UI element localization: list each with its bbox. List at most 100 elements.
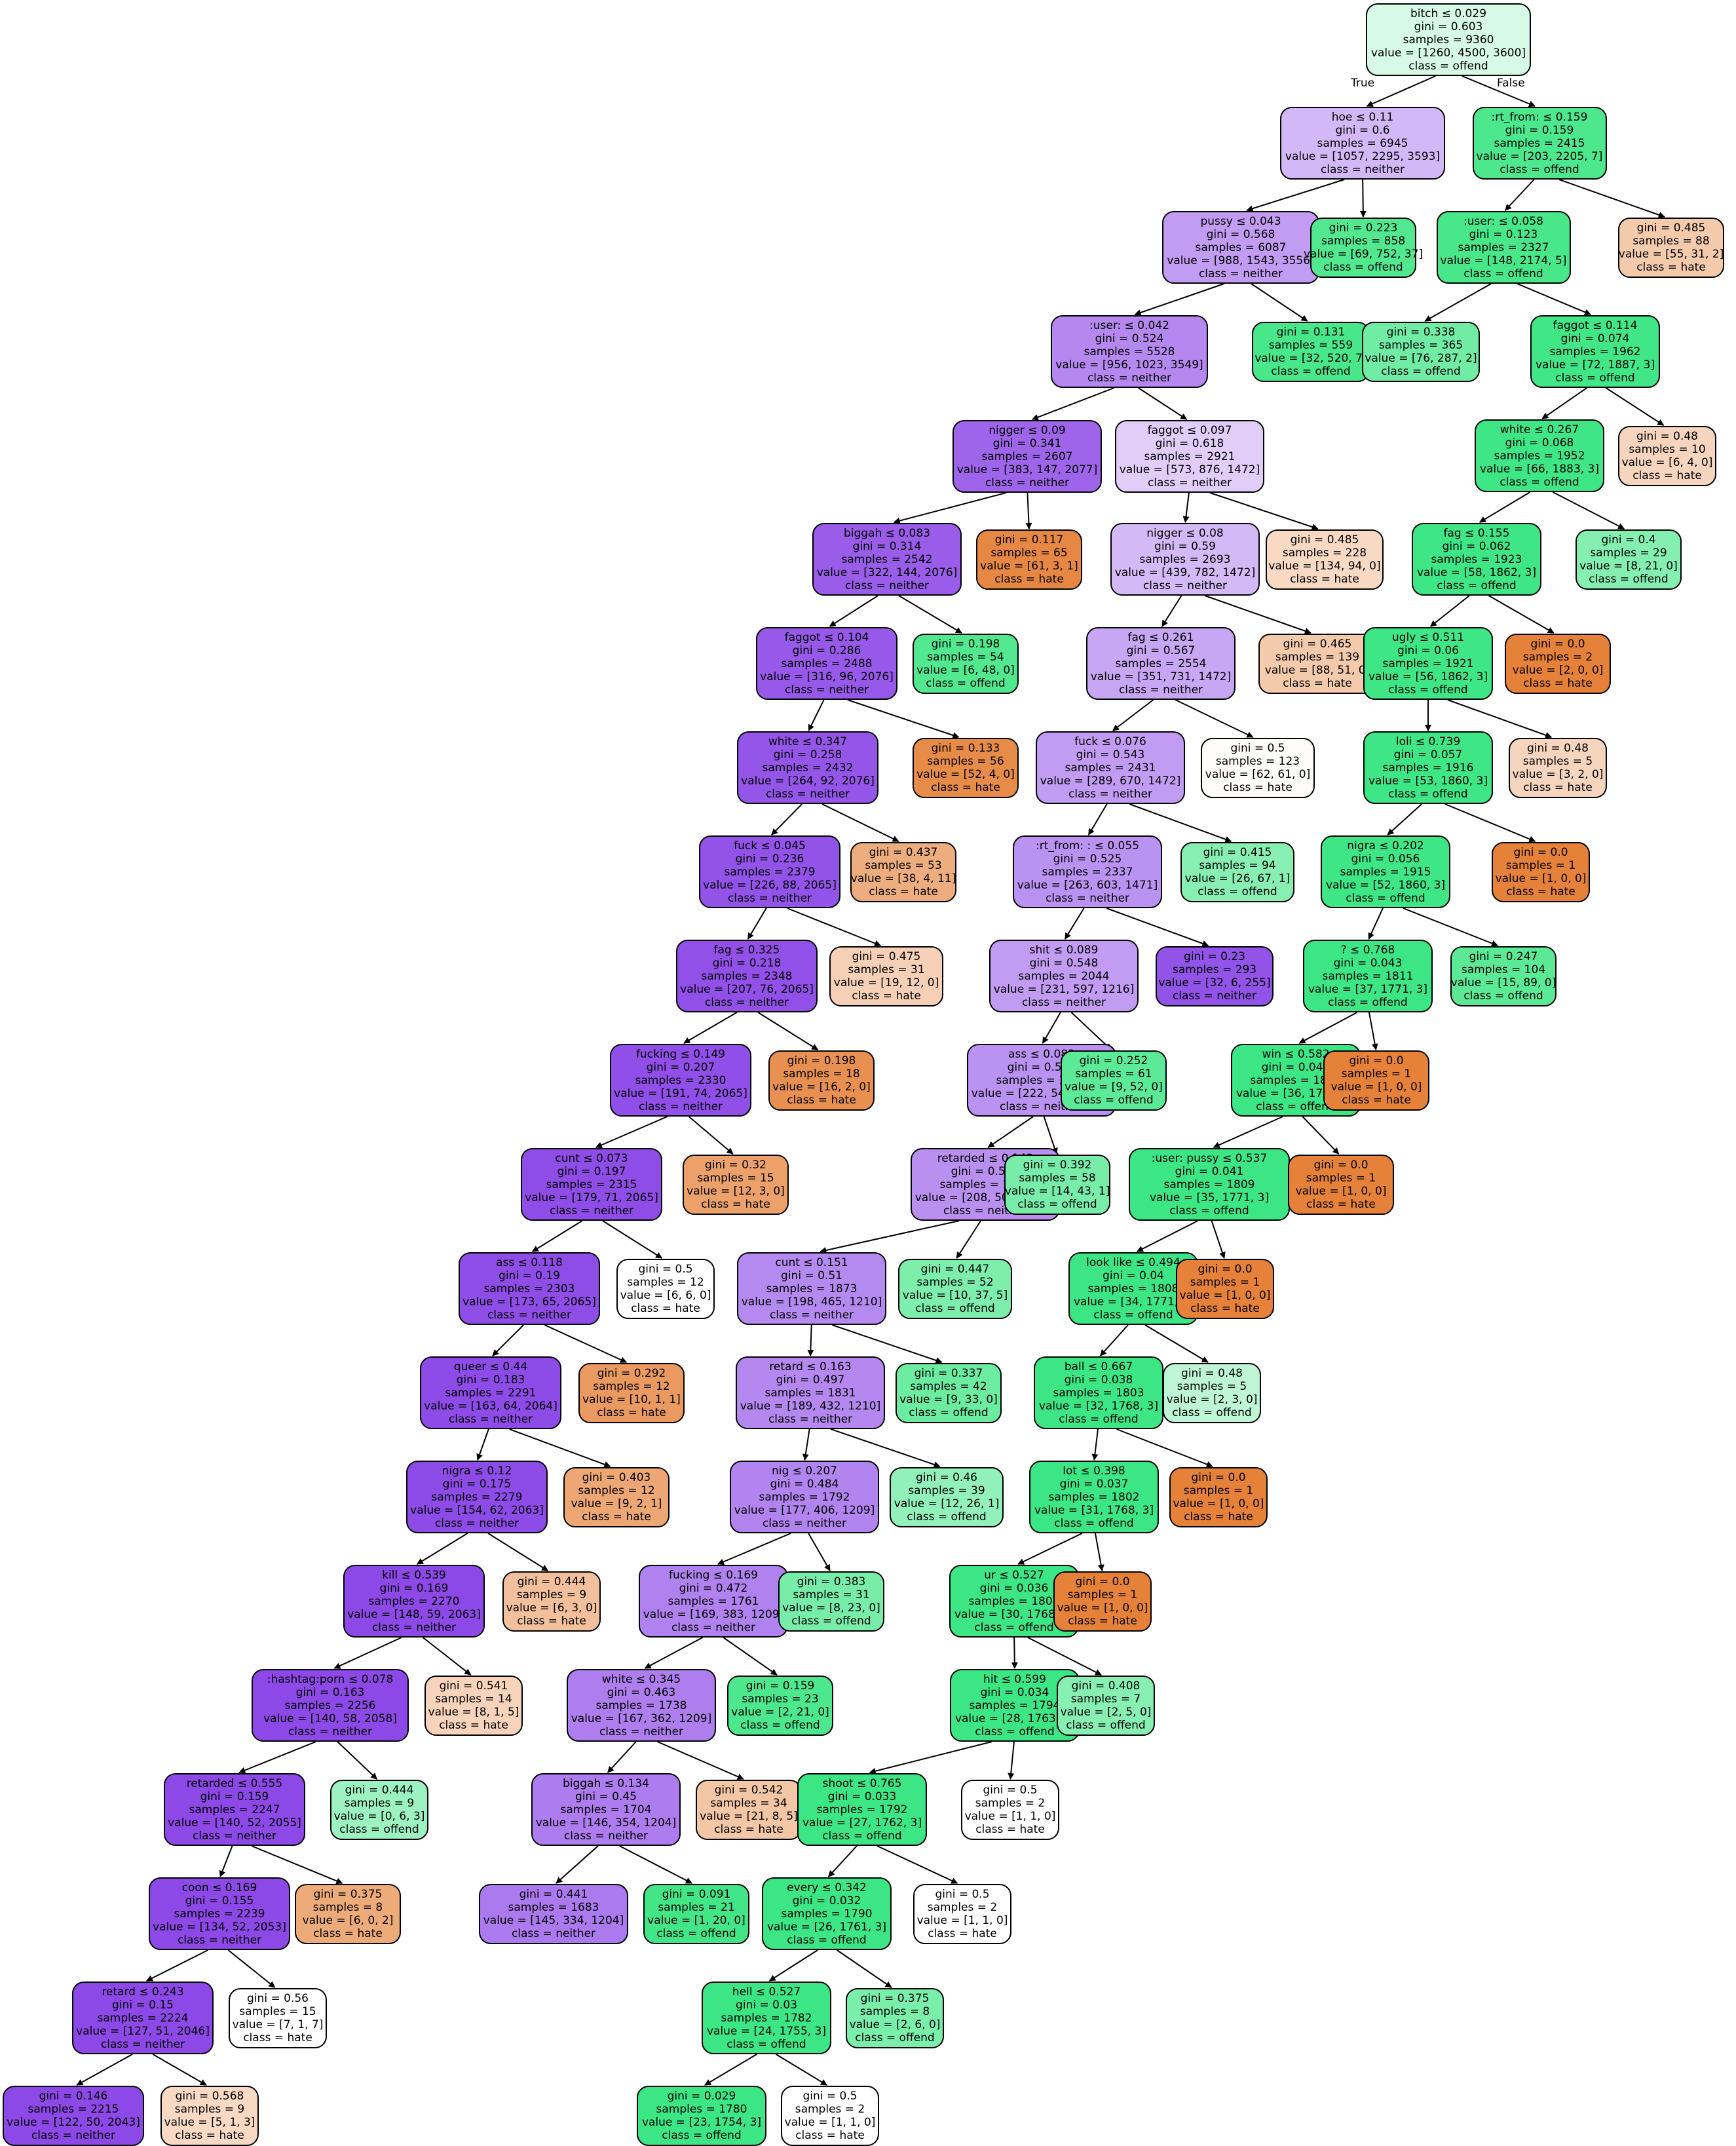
node-cond-text: fucking ≤ 0.169 [669, 1568, 758, 1582]
node-class-text: class = neither [177, 1933, 262, 1947]
node-gini-text: gini = 0.236 [735, 852, 804, 866]
tree-node-n8: gini = 0.131 samples = 559 value = [32, 52… [1252, 322, 1370, 382]
node-value-text: value = [134, 52, 2053] [153, 1920, 286, 1934]
tree-node-n93: coon ≤ 0.169 gini = 0.155 samples = 2239 va… [149, 1877, 290, 1950]
node-value-text: value = [52, 4, 0] [916, 768, 1015, 781]
tree-node-n79: ur ≤ 0.527 gini = 0.036 samples = 1801 valu… [949, 1565, 1079, 1638]
tree-node-n12: faggot ≤ 0.097 gini = 0.618 samples = 2921… [1115, 420, 1264, 493]
node-value-text: value = [1057, 2295, 3593] [1285, 149, 1441, 163]
node-class-text: class = neither [638, 1100, 723, 1113]
node-gini-text: gini = 0.337 [914, 1367, 983, 1380]
node-value-text: value = [56, 1862, 3] [1368, 670, 1488, 683]
node-value-text: value = [14, 43, 1] [1004, 1185, 1110, 1198]
tree-node-n103: gini = 0.146 samples = 2215 value = [122, … [3, 2086, 144, 2146]
node-gini-text: gini = 0.484 [770, 1477, 839, 1491]
node-cond-text: nigger ≤ 0.09 [989, 423, 1066, 437]
tree-node-n4: gini = 0.223 samples = 858 value = [69, 75… [1304, 218, 1423, 278]
tree-edge-n12-n17 [1182, 492, 1190, 523]
tree-edge-n0-n1 [1366, 75, 1436, 107]
tree-edge-n19-n25 [1429, 595, 1470, 627]
node-cond-text: faggot ≤ 0.104 [784, 630, 869, 644]
node-gini-text: gini = 0.218 [712, 956, 782, 970]
node-gini-text: gini = 0.568 [175, 2090, 244, 2103]
node-gini-text: gini = 0.497 [776, 1373, 845, 1387]
node-gini-text: gini = 0.4 [1601, 533, 1656, 546]
node-samples-text: samples = 54 [927, 651, 1004, 664]
node-class-text: class = hate [243, 2031, 312, 2044]
node-cond-text: look like ≤ 0.494 [1086, 1255, 1180, 1269]
node-samples-text: samples = 858 [1321, 235, 1406, 248]
node-samples-text: samples = 2 [795, 2103, 865, 2116]
node-gini-text: gini = 0.155 [185, 1894, 254, 1907]
node-value-text: value = [167, 362, 1209] [571, 1712, 712, 1725]
node-cond-text: loli ≤ 0.739 [1395, 735, 1461, 748]
tree-edge-n89-n96 [619, 1845, 692, 1884]
tree-node-n91: shoot ≤ 0.765 gini = 0.033 samples = 1792 v… [797, 1773, 927, 1846]
node-cond-text: ur ≤ 0.527 [984, 1568, 1044, 1582]
tree-edge-n25-n32 [1447, 699, 1553, 738]
node-gini-text: gini = 0.183 [456, 1373, 525, 1387]
node-gini-text: gini = 0.375 [313, 1888, 383, 1901]
tree-edge-n65-n72 [830, 1428, 941, 1468]
node-value-text: value = [32, 6, 255] [1158, 976, 1271, 989]
node-class-text: class = neither [448, 1412, 533, 1426]
tree-edge-n99-n103 [76, 2054, 133, 2086]
node-samples-text: samples = 9 [344, 1797, 415, 1810]
node-samples-text: samples = 1 [1306, 1172, 1376, 1185]
tree-edge-n43-n50 [1368, 1012, 1378, 1050]
node-value-text: value = [55, 31, 2] [1618, 248, 1724, 261]
node-samples-text: samples = 1738 [595, 1698, 687, 1712]
node-value-text: value = [9, 33, 0] [899, 1393, 998, 1406]
node-value-text: value = [148, 2174, 5] [1440, 254, 1567, 267]
node-class-text: class = neither [434, 1516, 519, 1530]
tree-edge-n7-n12 [1138, 387, 1188, 420]
node-cond-text: white ≤ 0.347 [768, 735, 848, 748]
node-gini-text: gini = 0.197 [557, 1164, 626, 1178]
node-gini-text: gini = 0.5 [935, 1888, 990, 1901]
node-samples-text: samples = 5 [1522, 755, 1593, 768]
node-value-text: value = [140, 58, 2058] [263, 1712, 397, 1725]
tree-edge-n93-n100 [227, 1949, 276, 1988]
node-gini-text: gini = 0.567 [1126, 643, 1196, 657]
node-samples-text: samples = 365 [1378, 339, 1463, 352]
node-value-text: value = [26, 1761, 3] [766, 1920, 887, 1934]
node-class-text: class = hate [994, 573, 1064, 586]
tree-edge-n11-n15 [893, 492, 1007, 524]
node-class-text: class = offend [1555, 371, 1635, 385]
tree-node-n89: biggah ≤ 0.134 gini = 0.45 samples = 1704 v… [531, 1773, 681, 1846]
tree-edge-n81-n87 [238, 1741, 316, 1774]
tree-edge-n35-n41 [1064, 908, 1085, 940]
node-gini-text: gini = 0.522 [951, 1164, 1020, 1178]
node-class-text: class = offend [740, 1719, 820, 1732]
node-class-text: class = offend [1408, 59, 1488, 73]
node-value-text: value = [146, 354, 1204] [535, 1816, 677, 1830]
tree-edge-n59-n65 [807, 1324, 814, 1356]
node-samples-text: samples = 1782 [721, 2011, 812, 2025]
node-gini-text: gini = 0.603 [1414, 20, 1483, 33]
node-gini-text: gini = 0.04 [1103, 1269, 1164, 1282]
tree-edge-n19-n26 [1488, 595, 1555, 634]
tree-node-n21: faggot ≤ 0.104 gini = 0.286 samples = 2488… [756, 627, 897, 700]
node-gini-text: gini = 0.163 [295, 1685, 365, 1699]
node-gini-text: gini = 0.403 [582, 1471, 651, 1484]
node-samples-text: samples = 31 [848, 963, 925, 976]
node-class-text: class = neither [1172, 989, 1257, 1003]
node-value-text: value = [28, 1763, 3] [954, 1712, 1075, 1725]
node-samples-text: samples = 9360 [1403, 33, 1494, 47]
node-gini-text: gini = 0.341 [992, 436, 1062, 450]
node-class-text: class = neither [1198, 267, 1283, 280]
node-samples-text: samples = 52 [916, 1276, 994, 1289]
tree-edge-n39-n46 [757, 1012, 819, 1050]
node-gini-text: gini = 0.5 [1230, 742, 1285, 755]
node-samples-text: samples = 42 [910, 1380, 987, 1393]
node-class-text: class = neither [192, 1829, 277, 1843]
tree-node-n28: gini = 0.133 samples = 56 value = [52, 4, … [913, 738, 1019, 798]
node-gini-text: gini = 0.223 [1329, 221, 1398, 235]
tree-edge-n61-n68 [1144, 1324, 1209, 1363]
node-class-text: class = offend [1323, 261, 1403, 274]
node-value-text: value = [31, 1768, 3] [1034, 1503, 1154, 1517]
node-value-text: value = [231, 597, 1216] [993, 982, 1135, 996]
node-samples-text: samples = 18 [783, 1067, 860, 1081]
node-class-text: class = offend [1059, 1412, 1139, 1426]
node-samples-text: samples = 12 [578, 1484, 655, 1497]
